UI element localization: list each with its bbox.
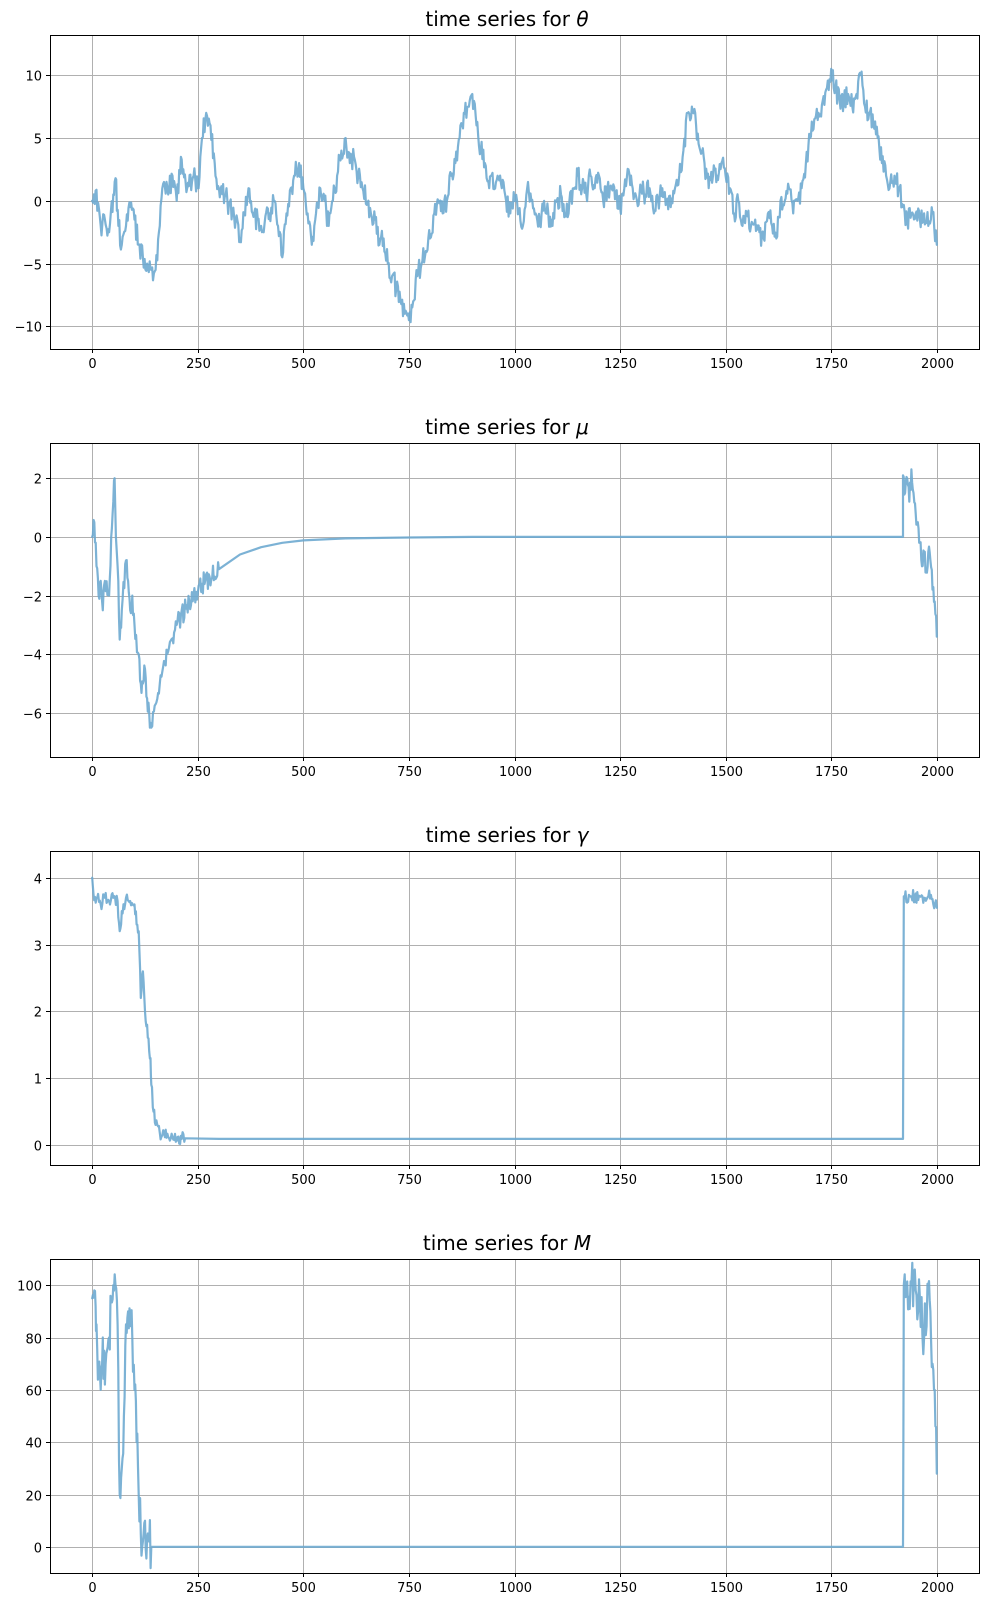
x-tick-label: 2000: [921, 357, 954, 372]
x-tick-label: 750: [397, 357, 422, 372]
x-tick-label: 1250: [604, 357, 637, 372]
y-tick-label: 0: [34, 1140, 42, 1155]
x-tick-label: 0: [88, 357, 96, 372]
x-tick-label: 250: [186, 1581, 211, 1596]
plot-title: time series for M: [423, 1231, 591, 1255]
subplot-M: time series for M 0 250 500 750 1000 1250 1500…: [17, 1231, 980, 1597]
x-tick-label: 750: [397, 765, 422, 780]
x-tick-label: 1750: [815, 1173, 848, 1188]
y-tick-label: 4: [34, 873, 42, 888]
axes-frame: [50, 443, 980, 758]
plot-title: time series for θ: [425, 7, 588, 31]
x-tick-label: 0: [88, 765, 96, 780]
series-lines: [91, 876, 938, 1145]
series-lines: [91, 468, 938, 729]
series-lines: [91, 1261, 938, 1570]
axis-ticks: 0 250 500 750 1000 1250 1500 1750 2000 0 20 40 60 80 1…: [17, 1280, 954, 1597]
x-tick-label: 1000: [499, 765, 532, 780]
x-tick-label: 1750: [815, 765, 848, 780]
x-tick-label: 1250: [604, 1173, 637, 1188]
grid-lines: [50, 35, 979, 349]
plot-title: time series for γ: [426, 823, 590, 847]
x-tick-label: 500: [291, 357, 316, 372]
x-tick-label: 500: [291, 765, 316, 780]
grid-lines: [50, 851, 979, 1165]
subplot-gamma: time series for γ 0 250 500 750 1000 1250 1500…: [34, 823, 980, 1188]
axis-ticks: 0 250 500 750 1000 1250 1500 1750 2000 −6 −4 −2 0 2: [23, 473, 954, 781]
y-tick-label: 0: [34, 532, 42, 547]
x-tick-label: 2000: [921, 765, 954, 780]
y-tick-label: 2: [34, 473, 42, 488]
axis-ticks: 0 250 500 750 1000 1250 1500 1750 2000 −10 −5 0 5 10: [15, 70, 954, 373]
y-tick-label: −10: [15, 321, 42, 336]
y-tick-label: 40: [25, 1437, 42, 1452]
x-tick-label: 250: [186, 1173, 211, 1188]
axes-frame: [50, 851, 980, 1166]
y-tick-label: 0: [34, 196, 42, 211]
x-tick-label: 1500: [710, 1581, 743, 1596]
axes-frame: [50, 35, 980, 350]
series-line: [91, 67, 938, 324]
axis-ticks: 0 250 500 750 1000 1250 1500 1750 2000 0 1 2 3 4: [34, 873, 954, 1189]
x-tick-label: 0: [88, 1173, 96, 1188]
x-tick-label: 500: [291, 1581, 316, 1596]
x-tick-label: 1500: [710, 357, 743, 372]
y-tick-label: −2: [23, 591, 42, 606]
y-tick-label: 5: [34, 133, 42, 148]
grid-lines: [50, 1259, 979, 1573]
y-tick-label: 3: [34, 940, 42, 955]
x-tick-label: 750: [397, 1581, 422, 1596]
x-tick-label: 1750: [815, 1581, 848, 1596]
axes-frame: [50, 1259, 980, 1574]
x-tick-label: 250: [186, 357, 211, 372]
series-line: [91, 1261, 938, 1570]
y-tick-label: 0: [34, 1542, 42, 1557]
x-tick-label: 1250: [604, 765, 637, 780]
x-tick-label: 0: [88, 1581, 96, 1596]
x-tick-label: 1500: [710, 1173, 743, 1188]
series-lines: [91, 67, 938, 324]
x-tick-label: 2000: [921, 1173, 954, 1188]
y-tick-label: 80: [25, 1333, 42, 1348]
subplot-mu: time series for μ 0 250 500 750 1000 1250 1500…: [23, 415, 980, 780]
x-tick-label: 1000: [499, 1173, 532, 1188]
series-line: [91, 876, 938, 1145]
x-tick-label: 1750: [815, 357, 848, 372]
x-tick-label: 500: [291, 1173, 316, 1188]
x-tick-label: 1000: [499, 357, 532, 372]
y-tick-label: 2: [34, 1006, 42, 1021]
y-tick-label: −4: [23, 649, 42, 664]
y-tick-label: −5: [23, 259, 42, 274]
x-tick-label: 1250: [604, 1581, 637, 1596]
y-tick-label: −6: [23, 708, 42, 723]
y-tick-label: 60: [25, 1385, 42, 1400]
x-tick-label: 1500: [710, 765, 743, 780]
y-tick-label: 100: [17, 1280, 42, 1295]
x-tick-label: 1000: [499, 1581, 532, 1596]
x-tick-label: 250: [186, 765, 211, 780]
y-tick-label: 1: [34, 1073, 42, 1088]
plot-title: time series for μ: [425, 415, 589, 439]
x-tick-label: 750: [397, 1173, 422, 1188]
series-line: [91, 468, 938, 729]
subplot-theta: time series for θ 0 250 500 750 1000 1250 1500…: [15, 7, 980, 372]
y-tick-label: 10: [25, 70, 42, 85]
y-tick-label: 20: [25, 1490, 42, 1505]
x-tick-label: 2000: [921, 1581, 954, 1596]
